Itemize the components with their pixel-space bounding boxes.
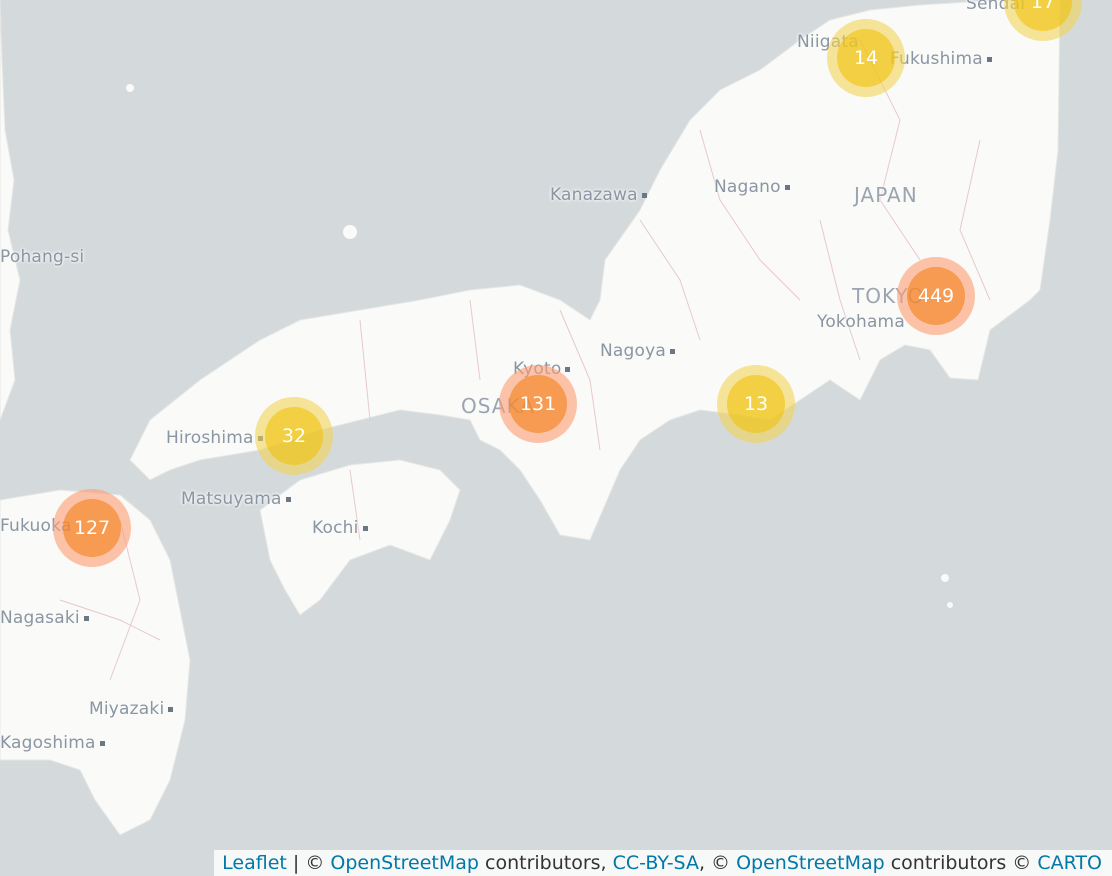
city-label-nagano: Nagano	[714, 177, 790, 197]
cluster-count: 449	[907, 267, 965, 325]
country-label-japan: JAPAN	[854, 183, 918, 207]
cluster-marker-tokyo[interactable]: 449	[897, 257, 975, 335]
attribution-separator: | ©	[286, 852, 331, 874]
city-label-miyazaki: Miyazaki	[89, 699, 174, 719]
city-label-matsuyama: Matsuyama	[181, 489, 291, 509]
cluster-count: 14	[837, 29, 895, 87]
cluster-marker-hiroshima[interactable]: 32	[255, 397, 333, 475]
city-label-fukushima: Fukushima	[890, 49, 992, 69]
cluster-count: 32	[265, 407, 323, 465]
cluster-count: 17	[1014, 0, 1072, 31]
leaflet-link[interactable]: Leaflet	[222, 852, 287, 874]
cluster-count: 127	[63, 499, 121, 557]
city-label-yokohama: Yokohama	[817, 312, 905, 332]
map-attribution: Leaflet | © OpenStreetMap contributors, …	[214, 850, 1112, 876]
city-label-nagasaki: Nagasaki	[0, 608, 89, 628]
city-label-nagoya: Nagoya	[600, 341, 676, 361]
city-label-hiroshima: Hiroshima	[166, 428, 263, 448]
kyushu-landmass	[0, 489, 191, 836]
honshu-landmass	[129, 0, 1061, 541]
cc-by-sa-link[interactable]: CC-BY-SA	[612, 852, 699, 874]
city-label-pohang: Pohang-si	[0, 247, 85, 267]
city-label-kochi: Kochi	[312, 518, 368, 538]
attribution-contributors-text: contributors ©	[884, 852, 1038, 874]
openstreetmap-link[interactable]: OpenStreetMap	[330, 852, 479, 874]
cluster-marker-osaka[interactable]: 131	[499, 365, 577, 443]
openstreetmap-link[interactable]: OpenStreetMap	[736, 852, 885, 874]
cluster-marker-shizuoka[interactable]: 13	[717, 365, 795, 443]
attribution-contributors-text: contributors,	[478, 852, 613, 874]
cluster-marker-fukuoka[interactable]: 127	[53, 489, 131, 567]
city-label-kagoshima: Kagoshima	[0, 733, 105, 753]
cluster-marker-niigata[interactable]: 14	[827, 19, 905, 97]
carto-link[interactable]: CARTO	[1037, 852, 1102, 874]
prefecture-borders	[59, 39, 991, 681]
attribution-separator: , ©	[698, 852, 737, 874]
city-label-kanazawa: Kanazawa	[550, 185, 647, 205]
korea-coast	[0, 0, 21, 421]
cluster-count: 131	[509, 375, 567, 433]
cluster-count: 13	[727, 375, 785, 433]
